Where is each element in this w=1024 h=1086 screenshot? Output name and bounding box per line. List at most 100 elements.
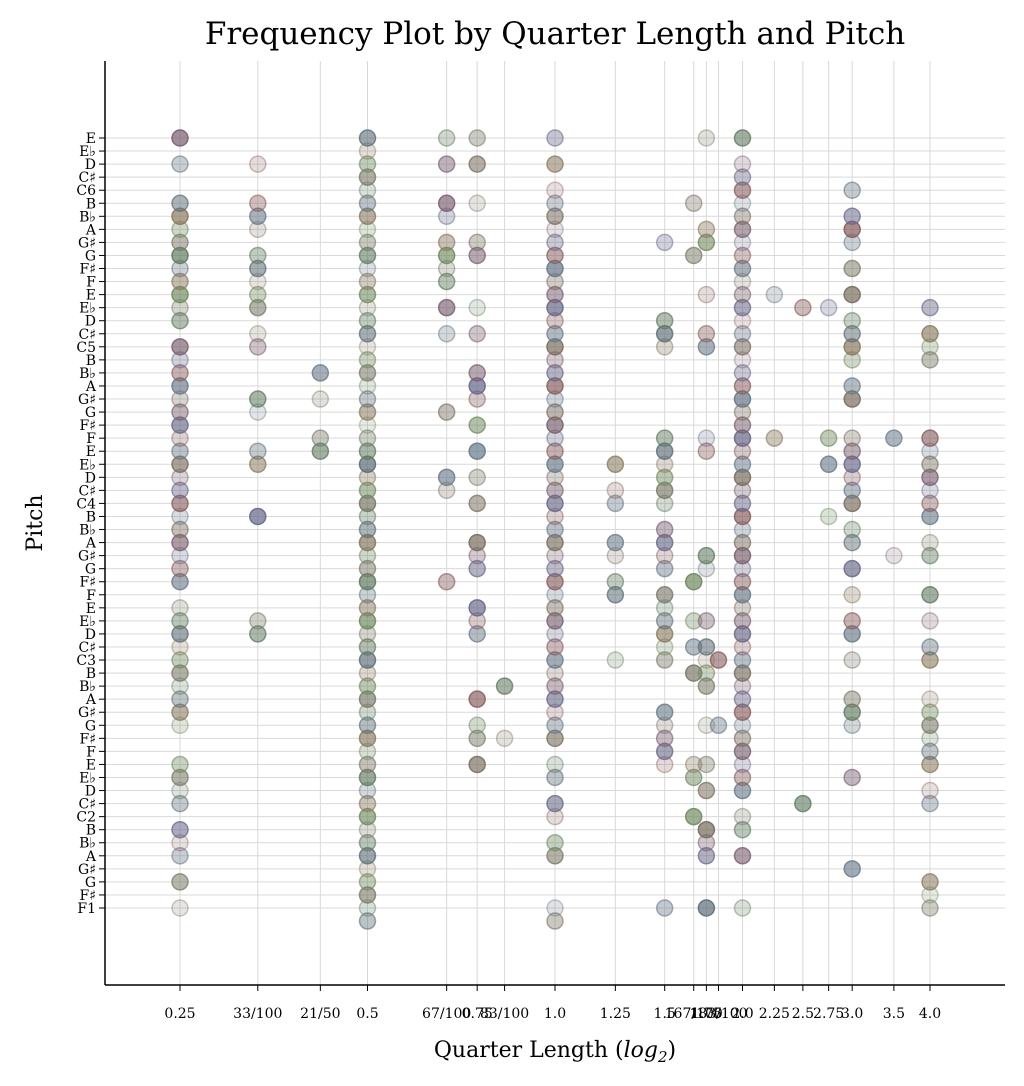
data-point <box>358 520 377 539</box>
data-point <box>697 820 716 839</box>
data-point <box>733 572 752 591</box>
y-tick-label: E♭ <box>79 770 96 786</box>
data-point <box>437 403 456 421</box>
data-point <box>655 233 674 252</box>
data-point <box>495 729 514 748</box>
data-point <box>546 638 564 656</box>
data-point <box>655 442 674 460</box>
y-tick-label: C5 <box>76 340 96 356</box>
y-tick-label: B <box>86 666 96 682</box>
data-point <box>171 690 189 708</box>
data-point <box>171 416 189 434</box>
data-point <box>468 416 486 434</box>
data-point <box>358 233 377 252</box>
x-axis-label-close: ) <box>668 1038 677 1063</box>
data-point <box>358 886 377 904</box>
data-point <box>684 755 703 774</box>
data-point <box>311 390 330 408</box>
data-point <box>697 429 716 447</box>
data-point <box>733 781 752 800</box>
data-point <box>468 468 486 487</box>
data-point <box>606 481 625 500</box>
data-point <box>546 716 564 735</box>
data-point <box>733 625 752 643</box>
data-point <box>843 325 861 343</box>
data-point <box>697 325 716 343</box>
x-tick-label: 2.0 <box>731 1006 753 1022</box>
data-point <box>606 533 625 552</box>
data-point <box>249 390 267 408</box>
data-point <box>697 638 716 656</box>
data-point <box>437 572 456 591</box>
data-point <box>655 899 674 917</box>
y-tick-label: E♭ <box>79 144 96 160</box>
data-point <box>843 481 861 500</box>
data-point <box>697 233 716 252</box>
grid-lines <box>105 61 1005 985</box>
y-tick-label: D <box>85 784 96 800</box>
data-point <box>819 429 838 447</box>
data-point <box>843 533 861 552</box>
y-tick-label: A <box>85 536 97 552</box>
data-point <box>921 325 939 343</box>
data-point <box>546 233 564 252</box>
data-point <box>249 455 267 474</box>
y-tick-label: B♭ <box>79 366 96 382</box>
data-point <box>358 690 377 708</box>
data-point <box>171 533 189 552</box>
data-point <box>171 155 189 173</box>
data-point <box>546 768 564 787</box>
data-point <box>468 233 486 252</box>
data-point <box>697 899 716 917</box>
data-point <box>843 181 861 199</box>
data-point <box>358 873 377 891</box>
data-point <box>697 546 716 565</box>
data-points <box>171 129 939 930</box>
y-tick-label: C♯ <box>79 797 97 813</box>
data-point <box>885 429 903 447</box>
data-point <box>921 533 939 552</box>
data-point <box>358 442 377 460</box>
y-tick-label: B♭ <box>79 209 96 225</box>
data-point <box>495 677 514 695</box>
data-point <box>171 338 189 356</box>
data-point <box>546 755 564 774</box>
y-tick-label: F♯ <box>80 575 97 591</box>
x-tick-label: 3.0 <box>841 1006 863 1022</box>
data-point <box>684 807 703 826</box>
data-point <box>468 716 486 735</box>
data-point <box>249 285 267 304</box>
data-point <box>468 755 486 774</box>
data-point <box>606 494 625 513</box>
y-tick-label: E <box>86 288 96 304</box>
x-tick-label: 1.75 <box>691 1006 722 1022</box>
data-point <box>921 703 939 721</box>
x-axis-label-sub: 2 <box>657 1048 668 1066</box>
data-point <box>546 481 564 500</box>
data-point <box>733 207 752 226</box>
data-point <box>358 559 377 578</box>
y-tick-label: F♯ <box>80 262 97 278</box>
data-point <box>249 507 267 526</box>
data-point <box>655 325 674 343</box>
data-point <box>921 873 939 891</box>
data-point <box>697 612 716 630</box>
y-tick-label: E <box>86 444 96 460</box>
data-point <box>843 207 861 226</box>
y-tick-label: F <box>86 275 96 291</box>
data-point <box>468 690 486 708</box>
data-point <box>358 390 377 408</box>
data-point <box>843 612 861 630</box>
data-point <box>171 520 189 539</box>
y-tick-label: G <box>85 248 96 264</box>
data-point <box>655 729 674 748</box>
data-point <box>249 625 267 643</box>
data-point <box>921 742 939 761</box>
x-axis-label-text: Quarter Length ( <box>434 1038 624 1063</box>
data-point <box>733 220 752 239</box>
data-point <box>733 651 752 669</box>
data-point <box>733 155 752 173</box>
data-point <box>733 612 752 630</box>
chart-title: Frequency Plot by Quarter Length and Pit… <box>205 16 905 52</box>
data-point <box>697 129 716 147</box>
